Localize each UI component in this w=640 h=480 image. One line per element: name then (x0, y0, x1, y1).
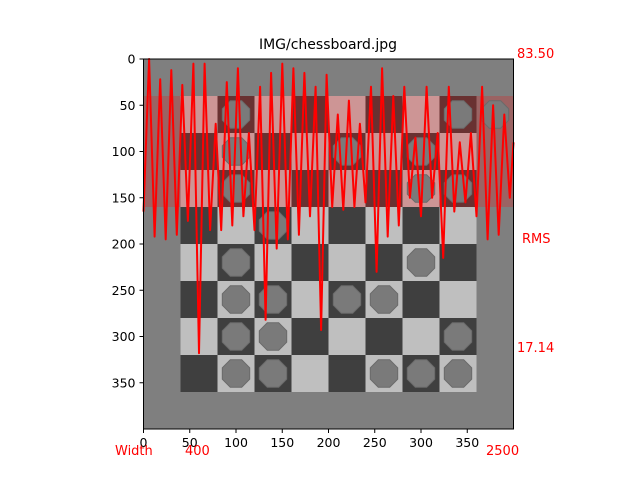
board-square (439, 207, 477, 244)
y-tick-label: 200 (112, 237, 136, 252)
game-piece (258, 359, 288, 388)
y-tick-label: 300 (112, 329, 136, 344)
board-square (180, 133, 218, 170)
bottom-right-value: 17.14 (517, 341, 554, 356)
x-tick-label: 250 (363, 435, 387, 450)
y-tick-label: 100 (112, 144, 136, 159)
board-square (291, 318, 329, 355)
x-tick-label: 350 (455, 435, 479, 450)
board-square (365, 318, 403, 355)
x-tick-label: 150 (270, 435, 294, 450)
board-square (402, 281, 440, 318)
x-tick-label: 50 (182, 435, 198, 450)
bottom-right-label: 2500 (486, 444, 519, 459)
game-piece (369, 359, 399, 388)
x-tick-label: 100 (224, 435, 248, 450)
board-square (328, 244, 366, 281)
game-piece (406, 248, 436, 277)
rms-label: RMS (522, 232, 551, 247)
y-tick-label: 50 (120, 98, 136, 113)
axes: 0 50 100 150 200 250 300 350 0 50 100 150 200 250 300 3… (112, 52, 514, 450)
width-label: Width (115, 444, 153, 459)
x-tick-label: 300 (409, 435, 433, 450)
y-tick-label: 250 (112, 283, 136, 298)
game-piece (443, 359, 473, 388)
width-value: 400 (185, 444, 210, 459)
board-square (328, 207, 366, 244)
game-piece (406, 359, 436, 388)
game-piece (332, 285, 362, 314)
board-square (217, 207, 255, 244)
board-square (180, 355, 218, 392)
chart-title: IMG/chessboard.jpg (259, 37, 397, 53)
game-piece (221, 248, 251, 277)
y-tick-label: 350 (112, 375, 136, 390)
board-square (180, 96, 218, 133)
board-square (254, 244, 292, 281)
game-piece (443, 322, 473, 351)
rms-line-series (142, 58, 515, 355)
game-piece (221, 322, 251, 351)
top-right-value: 83.50 (517, 47, 554, 62)
board-square (291, 355, 329, 392)
board-square (328, 355, 366, 392)
x-tick-label: 0 (140, 435, 148, 450)
board-square (402, 318, 440, 355)
board-square (291, 96, 329, 133)
y-tick-label: 0 (128, 52, 136, 67)
game-piece (258, 211, 288, 240)
board-square (439, 244, 477, 281)
board-square (365, 207, 403, 244)
game-piece (258, 322, 288, 351)
board-square (180, 244, 218, 281)
y-tick-label: 150 (112, 190, 136, 205)
board-square (328, 318, 366, 355)
board-square (439, 281, 477, 318)
game-piece (221, 285, 251, 314)
board-square (291, 133, 329, 170)
x-tick-label: 200 (317, 435, 341, 450)
game-piece (369, 285, 399, 314)
series-line (142, 58, 515, 355)
board-square (402, 96, 440, 133)
board-square (365, 244, 403, 281)
game-piece (221, 359, 251, 388)
game-piece (258, 285, 288, 314)
